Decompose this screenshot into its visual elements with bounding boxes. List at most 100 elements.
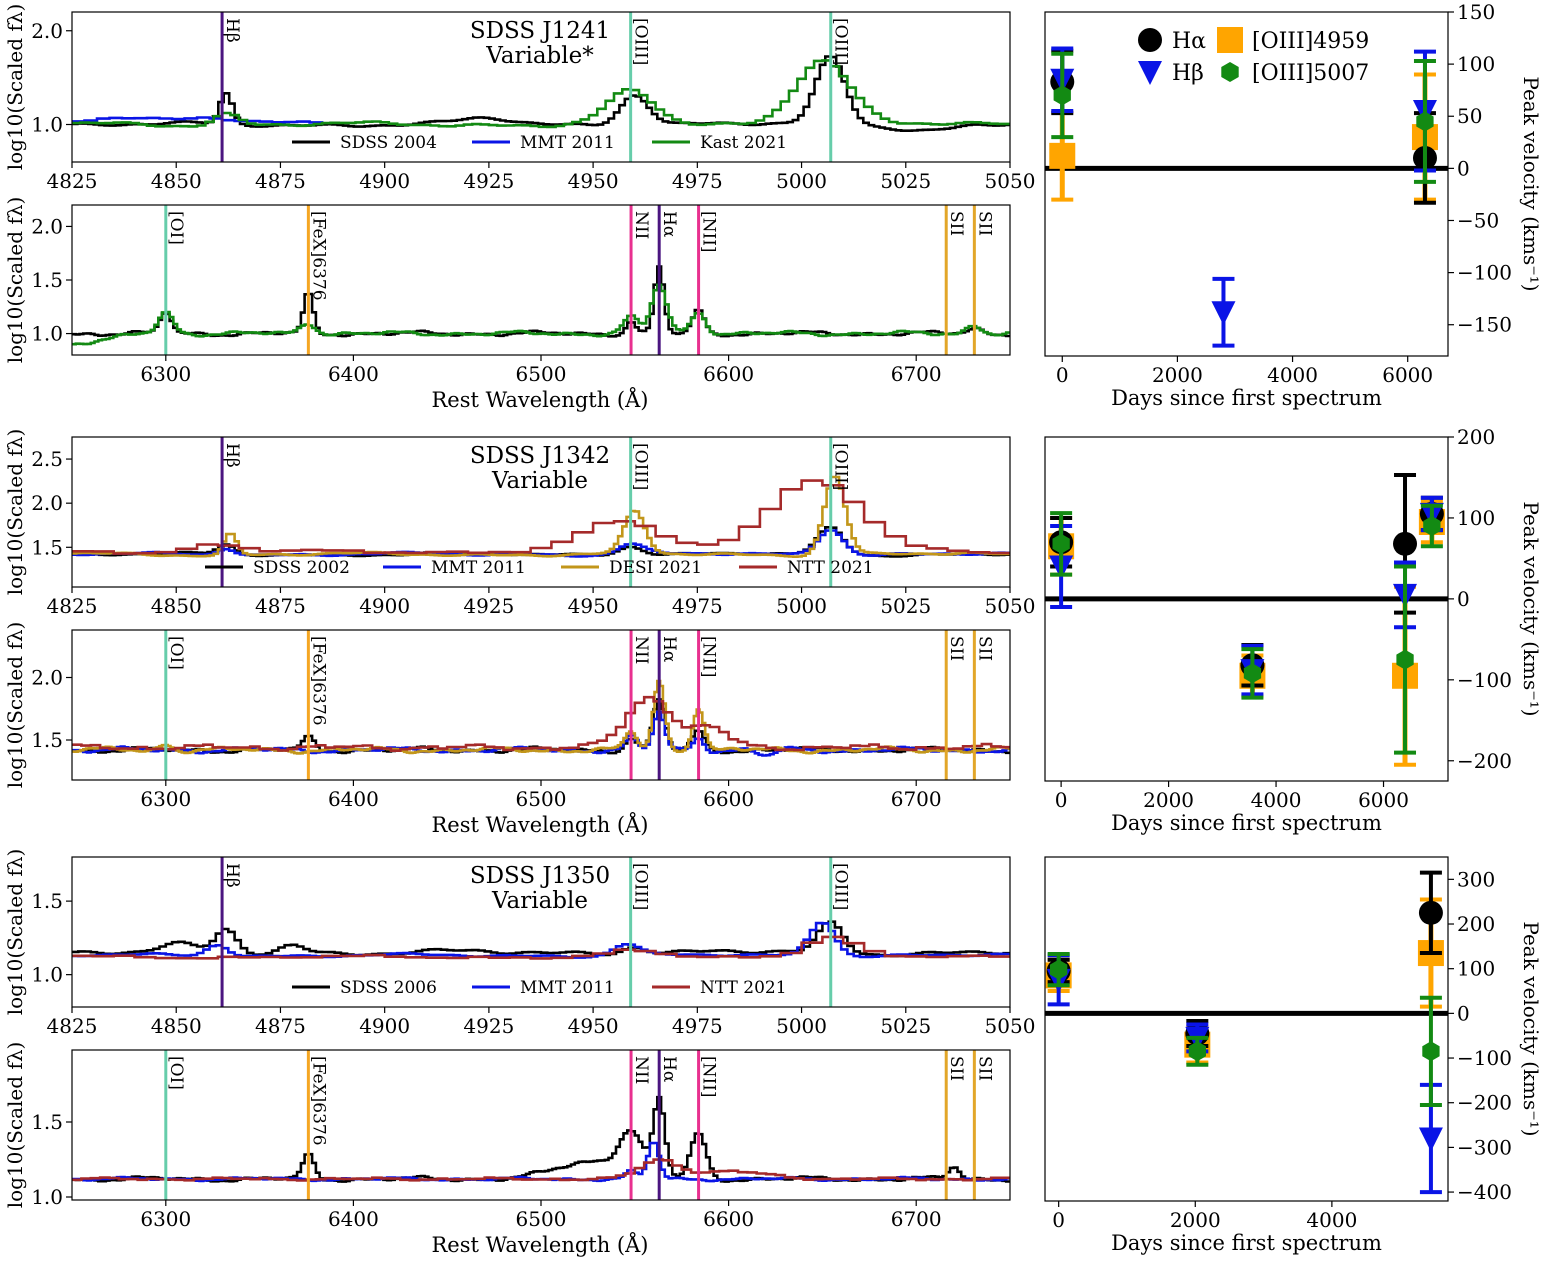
emission-line-label: [NII]	[699, 636, 719, 678]
x-tick-label: 6400	[328, 1207, 379, 1231]
x-tick-label: 6300	[140, 1207, 191, 1231]
legend-label: Hα	[1172, 29, 1206, 54]
marker-oiii5007	[1422, 1041, 1440, 1062]
marker-oiii5007	[1416, 111, 1434, 132]
x-tick-label: 6700	[891, 787, 942, 811]
legend-label: [OIII]5007	[1252, 61, 1369, 86]
emission-line-label: [OI]	[166, 636, 186, 670]
x-tick-label: 6600	[703, 362, 754, 386]
x-tick-label: 4900	[359, 169, 410, 193]
series-line-kast-2021	[72, 283, 1010, 346]
emission-line-label: [NII]	[699, 211, 719, 253]
legend-label: SDSS 2002	[253, 558, 350, 578]
chart-title: SDSS J1350	[470, 863, 610, 889]
y-tick-label: 100	[1457, 52, 1495, 76]
velocity-legend: Hα Hβ [OIII]4959 [OIII]5007	[1138, 27, 1369, 86]
series-line-desi-2021	[72, 475, 1010, 558]
marker-halpha	[1138, 28, 1162, 52]
x-tick-label: 4825	[47, 594, 98, 618]
SDSS J1342-velocity-panel: 0 2000 4000 6000 −200 −100 0 100 200 Days since f…	[1044, 425, 1543, 835]
y-axis-label: log10(Scaled fλ)	[3, 1042, 27, 1209]
series-line-ntt-2021	[72, 935, 1010, 960]
x-tick-label: 4850	[151, 169, 202, 193]
y-tick-label: 1.0	[31, 1185, 63, 1209]
x-tick-label: 4000	[1251, 788, 1302, 812]
x-tick-label: 5025	[880, 1014, 931, 1038]
SDSS J1342-red-panel: [OI] [FeX]6376 NII Hα [NII] SII SII 6300 6400 650…	[3, 622, 1011, 811]
emission-line-label: [OIII]	[831, 443, 851, 490]
y-axis-label: Peak velocity (kms⁻¹)	[1519, 921, 1543, 1136]
emission-line-label: NII	[631, 1056, 651, 1084]
x-tick-label: 4825	[47, 1014, 98, 1038]
legend-label: SDSS 2004	[340, 133, 437, 153]
spectra-legend: SDSS 2004 MMT 2011 Kast 2021	[292, 133, 787, 153]
emission-line-label: Hα	[659, 1056, 679, 1083]
emission-line-label: [OIII]	[631, 18, 651, 65]
x-tick-label: 4950	[568, 169, 619, 193]
x-axis-label: Rest Wavelength (Å)	[431, 812, 648, 837]
y-tick-label: 200	[1457, 425, 1495, 449]
y-axis-label: log10(Scaled fλ)	[3, 429, 27, 596]
marker-oiii5007	[1052, 533, 1070, 554]
y-tick-label: 0	[1457, 156, 1470, 180]
y-tick-label: 2.0	[31, 214, 63, 238]
x-axis-label: Days since first spectrum	[1111, 1231, 1382, 1255]
marker-oiii5007	[1188, 1041, 1206, 1062]
y-tick-label: 0	[1457, 1001, 1470, 1025]
emission-line-label: [OIII]	[631, 863, 651, 910]
x-tick-label: 6400	[328, 787, 379, 811]
x-tick-label: 4850	[151, 1014, 202, 1038]
y-axis-label: Peak velocity (kms⁻¹)	[1519, 501, 1543, 716]
emission-line-label: Hβ	[222, 863, 242, 888]
y-tick-label: 200	[1457, 912, 1495, 936]
x-tick-label: 4975	[672, 1014, 723, 1038]
x-tick-label: 5000	[776, 1014, 827, 1038]
legend-label: MMT 2011	[520, 978, 615, 998]
x-tick-label: 4925	[463, 594, 514, 618]
legend-label: SDSS 2006	[340, 978, 437, 998]
x-tick-label: 4975	[672, 594, 723, 618]
y-tick-label: −50	[1457, 208, 1499, 232]
x-tick-label: 4000	[1267, 363, 1318, 387]
emission-line-label: [OIII]	[831, 18, 851, 65]
x-tick-label: 6000	[1358, 788, 1409, 812]
emission-line-label: Hβ	[222, 18, 242, 43]
y-axis-label: log10(Scaled fλ)	[3, 849, 27, 1016]
marker-hbeta	[1211, 301, 1236, 326]
SDSS J1350-blue-panel: Hβ [OIII] [OIII] 4825 4850 4875 4900 4925 4950 49…	[3, 849, 1035, 1038]
y-axis-label: log10(Scaled fλ)	[3, 197, 27, 364]
x-tick-label: 2000	[1170, 1208, 1221, 1232]
y-tick-label: −100	[1457, 261, 1512, 285]
x-tick-label: 6400	[328, 362, 379, 386]
emission-line-label: SII	[946, 1056, 966, 1081]
emission-line-label: [OIII]	[831, 863, 851, 910]
series-line-sdss-2006	[72, 1095, 1010, 1183]
chart-title: SDSS J1241	[470, 18, 610, 44]
emission-line-label: [NII]	[699, 1056, 719, 1098]
x-tick-label: 2000	[1143, 788, 1194, 812]
emission-line-label: SII	[974, 211, 994, 236]
marker-halpha	[1393, 531, 1418, 556]
x-tick-label: 4950	[568, 594, 619, 618]
x-tick-label: 4925	[463, 169, 514, 193]
y-tick-label: −300	[1457, 1135, 1512, 1159]
x-tick-label: 6300	[140, 787, 191, 811]
marker-oiii5007	[1221, 62, 1239, 82]
series-line-sdss-2004	[72, 265, 1010, 338]
y-axis-label: log10(Scaled fλ)	[3, 4, 27, 171]
y-tick-label: 2.0	[31, 19, 63, 43]
x-tick-label: 5050	[985, 169, 1036, 193]
x-tick-label: 4900	[359, 1014, 410, 1038]
series-line-mmt-2011	[72, 1141, 1010, 1183]
emission-line-label: SII	[974, 1056, 994, 1081]
emission-line-label: Hβ	[222, 443, 242, 468]
x-axis-label: Days since first spectrum	[1111, 386, 1382, 410]
y-tick-label: 1.5	[31, 889, 63, 913]
x-tick-label: 0	[1055, 788, 1068, 812]
x-tick-label: 6300	[140, 362, 191, 386]
x-tick-label: 6600	[703, 787, 754, 811]
emission-line-label: SII	[974, 636, 994, 661]
legend-label: [OIII]4959	[1252, 29, 1369, 54]
chart-subtitle: Variable	[491, 468, 588, 494]
